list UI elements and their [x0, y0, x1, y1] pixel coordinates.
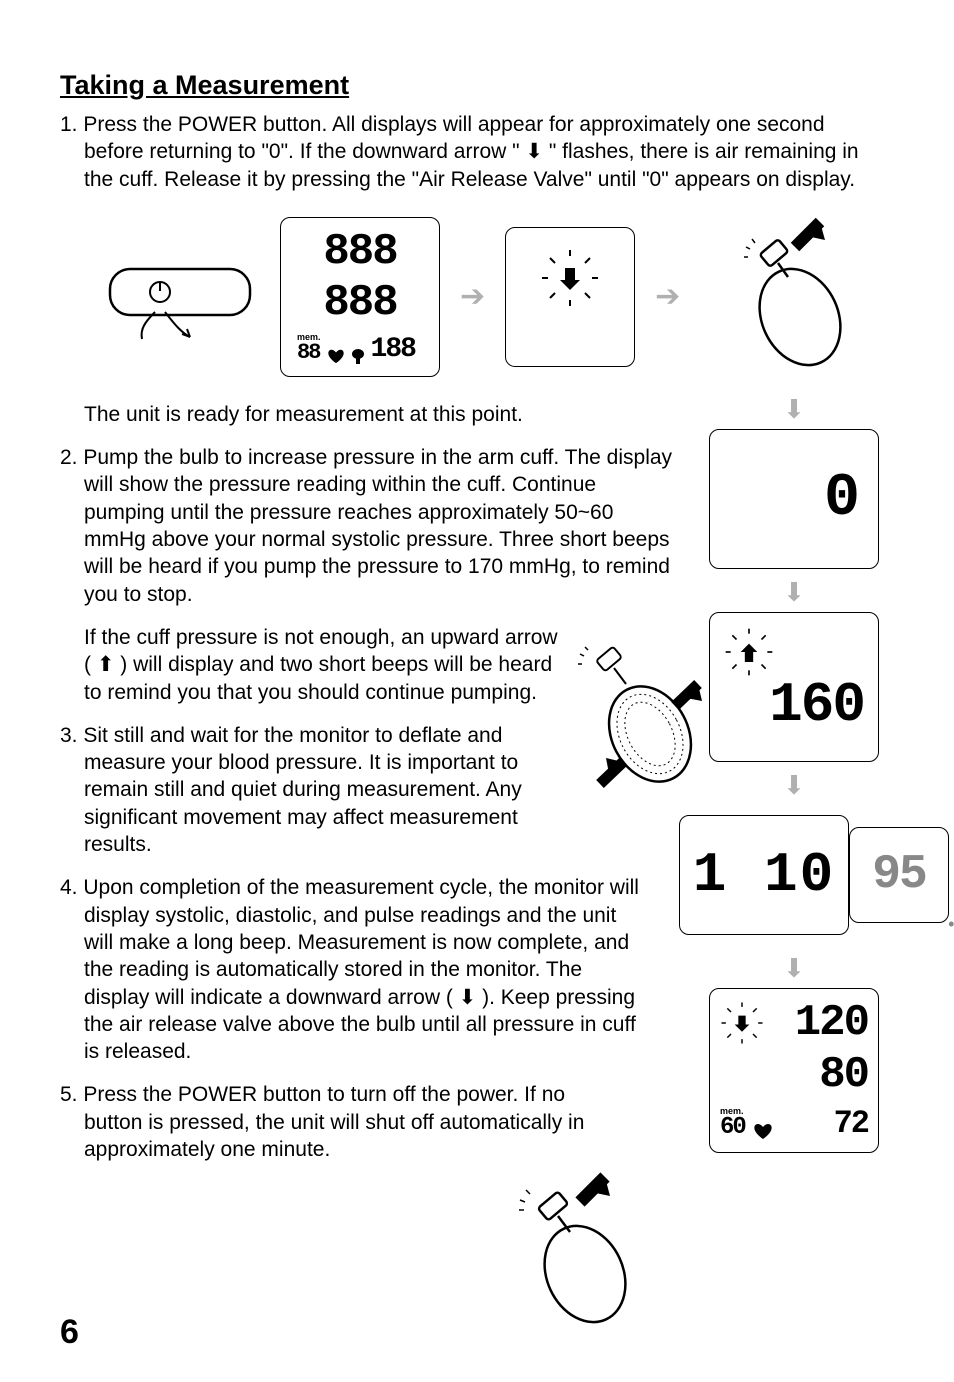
lcd-downarrow-flash	[505, 227, 635, 367]
arrow-right-icon: ➔	[460, 279, 485, 314]
lcd-systolic: 888	[323, 230, 396, 274]
step-2: 2. Pump the bulb to increase pressure in…	[60, 444, 680, 608]
arrow-down-icon: ⬇	[783, 577, 805, 608]
dots-icon: •••	[948, 914, 954, 935]
lcd-final-pulse: 72	[834, 1108, 868, 1140]
lcd-full-display: 888 888 mem. 88 188	[280, 217, 440, 377]
power-button-icon	[100, 247, 260, 347]
deflate-icon	[351, 348, 365, 364]
lcd-160: 160	[709, 612, 879, 762]
bulb-release-icon	[700, 217, 850, 377]
arrow-down-icon: ⬇	[783, 770, 805, 801]
step-5: 5. Press the POWER button to turn off th…	[60, 1081, 620, 1163]
lcd-160-value: 160	[769, 677, 864, 733]
step-1: 1. Press the POWER button. All displays …	[60, 111, 860, 193]
flash-down-arrow-icon	[720, 1001, 764, 1045]
flash-down-arrow-icon	[540, 248, 600, 308]
heart-icon	[327, 348, 345, 364]
lcd-final: 120 80 mem. 60 72	[709, 988, 879, 1153]
step-4: 4. Upon completion of the measurement cy…	[60, 874, 650, 1065]
lcd-mem: 88	[297, 342, 319, 364]
lcd-final-dia: 80	[720, 1053, 868, 1097]
lcd-zero-value: 0	[824, 469, 858, 529]
lcd-110: 1 10	[693, 847, 835, 903]
lcd-zero: 0	[709, 429, 879, 569]
lcd-final-mem: 60	[720, 1116, 745, 1140]
lcd-diastolic: 888	[323, 281, 396, 325]
step-2b: If the cuff pressure is not enough, an u…	[60, 624, 560, 706]
heart-icon	[753, 1122, 773, 1140]
arrow-down-icon: ⬇	[783, 953, 805, 984]
lcd-pulse: 188	[371, 336, 415, 364]
lcd-95: 95	[872, 851, 926, 899]
illustration-row: 888 888 mem. 88 188 ➔ ➔	[100, 217, 894, 377]
section-heading: Taking a Measurement	[60, 70, 894, 101]
display-sequence-column: ⬇ 0 ⬇ 160 ⬇ 1 10 95 ••• ⬇	[694, 390, 894, 1157]
arrow-right-icon: ➔	[655, 279, 680, 314]
step-3: 3. Sit still and wait for the monitor to…	[60, 722, 560, 858]
arrow-down-icon: ⬇	[783, 394, 805, 425]
lcd-final-sys: 120	[795, 1001, 868, 1045]
page-number: 6	[60, 1313, 79, 1352]
lcd-110-95: 1 10 95 •••	[679, 805, 909, 945]
flash-up-arrow-icon	[724, 627, 774, 677]
bulb-release-bottom-icon	[480, 1172, 650, 1332]
